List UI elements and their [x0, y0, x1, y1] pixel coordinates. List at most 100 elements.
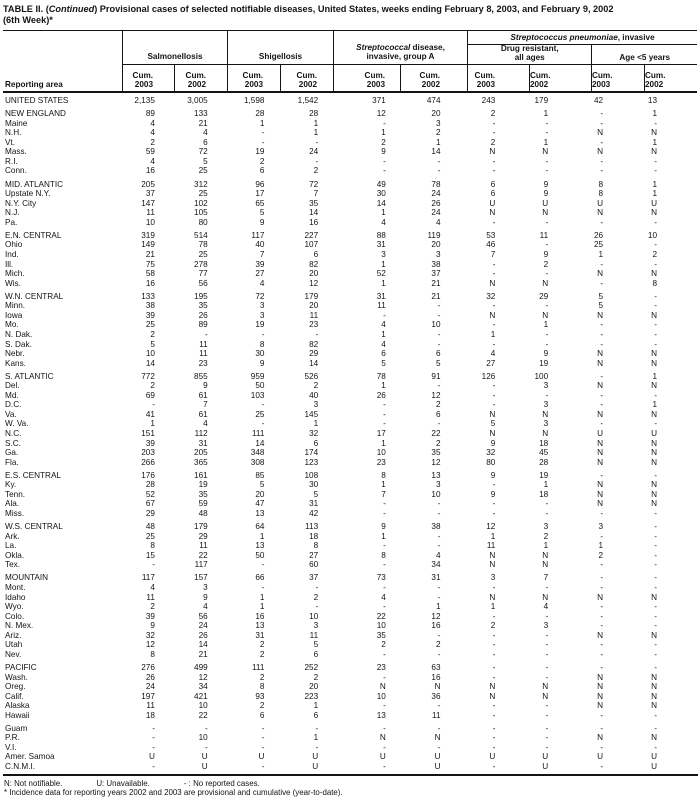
cell: - [654, 541, 657, 551]
table-row: Okla. 15 22 50 27 8 4 N N 2 - [3, 551, 697, 561]
table-row: Calif. 197 421 93 223 10 36 N N N N [3, 692, 697, 702]
cell: 34 [431, 560, 441, 570]
table-row: Ind. 21 25 7 6 3 3 7 9 1 2 [3, 250, 697, 260]
cell: 36 [431, 691, 441, 701]
table-row: N.Y. City 147 102 65 35 14 26 U U U U [3, 199, 697, 209]
column-group-salmonellosis: Salmonellosis [122, 31, 227, 64]
cell: - [383, 118, 386, 128]
cell: N [542, 208, 549, 218]
cell: 8 [150, 541, 155, 551]
cell: 1 [652, 179, 657, 189]
cell: U [434, 752, 441, 762]
cell: 2 [150, 137, 155, 147]
legend-not-notifiable: N: Not notifiable. [4, 778, 63, 788]
cell: - [654, 560, 657, 570]
cell: 11 [486, 541, 496, 551]
table-row: Upstate N.Y. 37 25 17 7 30 24 6 9 8 1 [3, 189, 697, 199]
cell: - [654, 166, 657, 176]
cell: 2 [435, 128, 441, 138]
row-label: Nebr. [5, 349, 25, 359]
cell: - [600, 723, 604, 733]
cell: 26 [198, 310, 208, 320]
cell: 72 [198, 147, 208, 157]
cell: 2 [259, 156, 265, 166]
table-row: W. Va. 1 4 - 1 - - 5 3 - - [3, 419, 697, 429]
cell: 1 [381, 531, 386, 541]
cell: 21 [198, 118, 208, 128]
cell: - [261, 723, 265, 733]
cell: 5 [598, 291, 604, 301]
cell: - [600, 573, 604, 583]
cell: 50 [255, 381, 265, 391]
cell: 103 [250, 390, 265, 400]
cell: 77 [198, 269, 208, 279]
cell: 41 [145, 409, 155, 419]
column-year-header-row: Cum. 2003 Cum. 2002 Cum. 2003 Cum. 2002 Cum. 2003… [122, 65, 697, 91]
cell: 25 [145, 320, 155, 330]
cell: N [489, 409, 496, 419]
cell: - [437, 166, 441, 176]
cell: - [654, 240, 657, 250]
cell: 2 [150, 381, 155, 391]
cell: 72 [255, 291, 265, 301]
year-column-header: Cum. 2002 [400, 65, 467, 91]
cell: - [654, 508, 657, 518]
cell: - [600, 762, 604, 772]
cell: - [654, 640, 657, 650]
cell: - [492, 269, 496, 279]
cell: 117 [194, 560, 208, 570]
year-column-header: Cum. 2002 [280, 65, 333, 91]
cell: - [600, 109, 604, 119]
cell: 38 [431, 522, 441, 532]
cell: 93 [255, 691, 265, 701]
cell: 6 [313, 438, 319, 448]
cell: 10 [145, 349, 155, 359]
cell: - [545, 269, 549, 279]
cell: - [383, 156, 386, 166]
cell: 10 [431, 489, 441, 499]
cell: 1 [381, 438, 386, 448]
cell: 6 [490, 179, 496, 189]
cell: 14 [255, 438, 265, 448]
cell: 16 [145, 278, 155, 288]
cell: 14 [309, 358, 319, 368]
cell: - [600, 278, 604, 288]
table-row: NEW ENGLAND 89 133 28 28 12 20 2 1 - 1 [3, 109, 697, 119]
cell: 3 [490, 573, 496, 583]
cell: 31 [376, 291, 386, 301]
cell: - [492, 320, 496, 330]
row-label: Colo. [5, 611, 25, 621]
cell: 26 [145, 672, 155, 682]
cell: 82 [309, 339, 319, 349]
year-column-header: Cum. 2002 [644, 65, 697, 91]
cell: N [597, 480, 604, 490]
cell: - [545, 630, 549, 640]
cell: 48 [145, 522, 155, 532]
row-label: Idaho [5, 592, 26, 602]
cell: 6 [259, 166, 265, 176]
cell: 179 [304, 291, 319, 301]
cell: 25 [198, 249, 208, 259]
cell: 4 [203, 419, 208, 429]
table-row: S. ATLANTIC 772 855 959 526 78 91 126 100 - 1 [3, 372, 697, 382]
cell: 12 [309, 278, 319, 288]
cell: 365 [194, 457, 208, 467]
cell: 1 [313, 733, 319, 743]
cell: 30 [376, 189, 386, 199]
cell: - [492, 118, 496, 128]
cell: 10 [145, 217, 155, 227]
cell: - [492, 217, 496, 227]
cell: - [654, 419, 657, 429]
header-columns: Salmonellosis Shigellosis Streptococcal … [122, 31, 697, 91]
cell: 1 [543, 480, 549, 490]
cell: - [383, 166, 386, 176]
cell: N [542, 278, 549, 288]
cell: 5 [490, 419, 496, 429]
cell: - [654, 583, 657, 592]
cell: N [597, 499, 604, 509]
cell: 2 [490, 621, 496, 631]
row-label: Del. [5, 381, 20, 391]
table-row: N.H. 4 4 - 1 1 2 - - N N [3, 128, 697, 138]
cell: - [204, 329, 208, 339]
cell: - [383, 742, 386, 752]
